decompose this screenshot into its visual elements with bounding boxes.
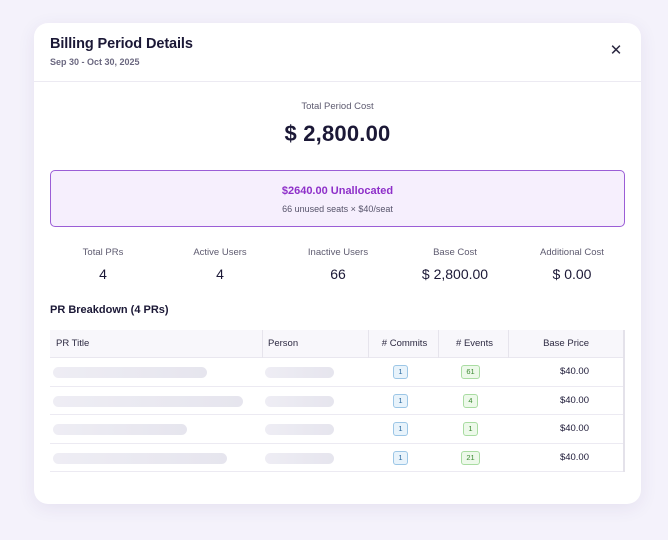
unallocated-panel: $2640.00 Unallocated 66 unused seats × $… xyxy=(50,170,625,227)
events-badge: 4 xyxy=(463,393,478,408)
stats-row: Total PRs 4 Active Users 4 Inactive User… xyxy=(34,247,641,287)
table-scrollbar[interactable] xyxy=(623,330,625,472)
modal-title: Billing Period Details xyxy=(50,36,193,52)
base-price: $40.00 xyxy=(559,451,589,463)
events-badge: 61 xyxy=(461,365,480,379)
stat-label: Additional Cost xyxy=(540,247,604,258)
commits-badge: 1 xyxy=(393,365,408,379)
stat-additional-cost: Additional Cost $ 0.00 xyxy=(512,247,632,282)
commits-badge: 1 xyxy=(393,422,408,436)
stat-active-users: Active Users 4 xyxy=(160,247,280,282)
billing-period-modal: Billing Period Details Sep 30 - Oct 30, … xyxy=(34,23,641,504)
table-header: PR Title Person # Commits # Events Base … xyxy=(50,330,625,358)
column-header-base-price[interactable]: Base Price xyxy=(508,330,594,358)
commits-badge: 1 xyxy=(393,393,408,408)
stat-label: Active Users xyxy=(193,247,247,258)
commits-badge: 1 xyxy=(393,450,408,465)
stat-base-cost: Base Cost $ 2,800.00 xyxy=(395,247,515,282)
person-placeholder xyxy=(265,395,334,407)
table-row[interactable]: 1 4 $40.00 xyxy=(50,387,625,415)
column-header-events[interactable]: # Events xyxy=(438,330,510,358)
pr-title-placeholder xyxy=(53,424,187,435)
column-header-person[interactable]: Person xyxy=(262,330,298,358)
pr-title-placeholder xyxy=(53,367,207,378)
stat-label: Total PRs xyxy=(82,247,124,258)
column-header-commits[interactable]: # Commits xyxy=(368,330,440,358)
pr-title-placeholder xyxy=(53,452,227,464)
close-icon[interactable]: ✕ xyxy=(609,42,623,59)
person-placeholder xyxy=(265,424,334,435)
person-placeholder xyxy=(265,452,334,464)
stat-label: Inactive Users xyxy=(307,247,369,258)
base-price: $40.00 xyxy=(559,394,589,406)
base-price: $40.00 xyxy=(559,423,589,434)
stat-value: 4 xyxy=(216,266,224,282)
total-cost-label: Total Period Cost xyxy=(301,101,374,112)
table-row[interactable]: 1 61 $40.00 xyxy=(50,358,625,387)
pr-breakdown-table: PR Title Person # Commits # Events Base … xyxy=(50,330,625,472)
billing-period-range: Sep 30 - Oct 30, 2025 xyxy=(50,57,140,67)
stat-inactive-users: Inactive Users 66 xyxy=(278,247,398,282)
stat-total-prs: Total PRs 4 xyxy=(43,247,163,282)
events-badge: 1 xyxy=(463,422,478,436)
stat-value: 4 xyxy=(99,266,107,282)
stat-value: $ 2,800.00 xyxy=(421,266,489,282)
table-row[interactable]: 1 1 $40.00 xyxy=(50,415,625,444)
column-header-pr-title[interactable]: PR Title xyxy=(56,338,90,349)
stat-value: 66 xyxy=(330,266,346,282)
base-price: $40.00 xyxy=(559,366,589,377)
modal-header: Billing Period Details Sep 30 - Oct 30, … xyxy=(34,23,641,82)
events-badge: 21 xyxy=(461,450,480,465)
table-row[interactable]: 1 21 $40.00 xyxy=(50,444,625,472)
total-cost-value: $ 2,800.00 xyxy=(284,121,391,146)
pr-title-placeholder xyxy=(53,395,243,407)
stat-label: Base Cost xyxy=(433,247,477,258)
unallocated-amount: $2640.00 Unallocated xyxy=(281,185,394,197)
unallocated-detail: 66 unused seats × $40/seat xyxy=(282,204,393,214)
stat-value: $ 0.00 xyxy=(552,266,592,282)
pr-breakdown-title: PR Breakdown (4 PRs) xyxy=(50,304,169,316)
person-placeholder xyxy=(265,367,334,378)
